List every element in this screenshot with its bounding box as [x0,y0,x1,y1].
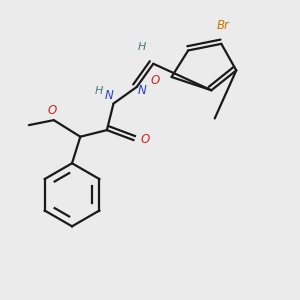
Text: Br: Br [217,19,230,32]
Text: N: N [105,89,114,102]
Text: H: H [137,42,146,52]
Text: N: N [137,84,146,97]
Text: O: O [47,104,57,117]
Text: H: H [95,86,103,96]
Text: O: O [140,133,150,146]
Text: O: O [151,74,160,87]
